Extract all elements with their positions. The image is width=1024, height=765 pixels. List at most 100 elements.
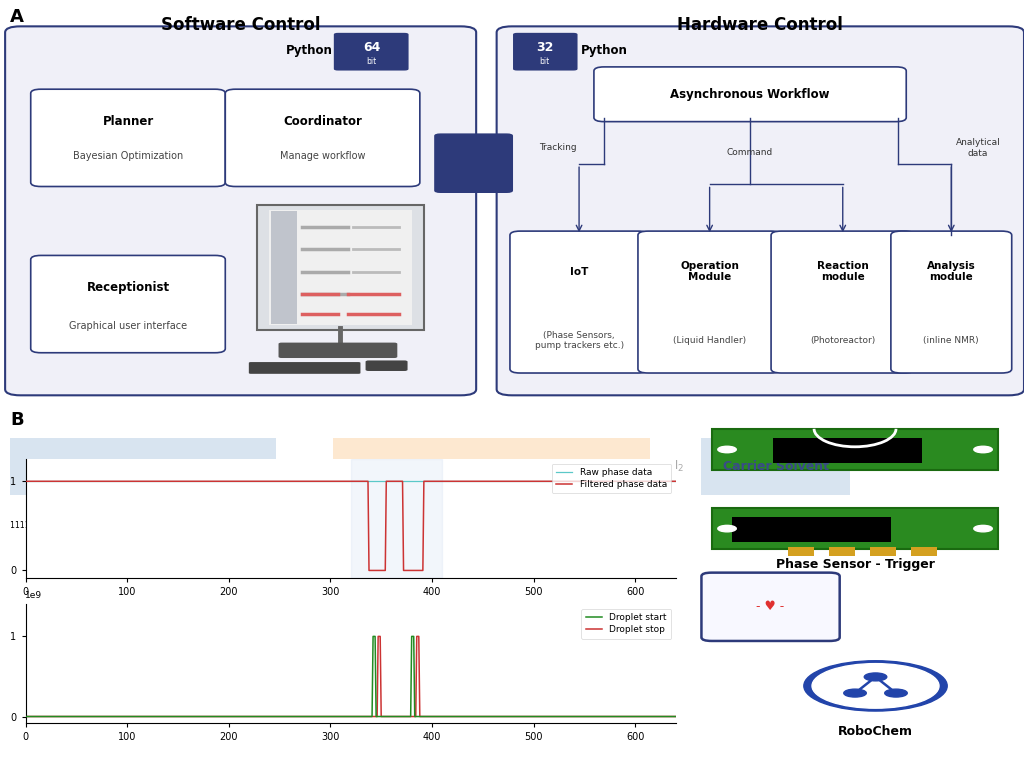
FancyBboxPatch shape bbox=[279, 343, 397, 358]
Filtered phase data bbox=[135, 477, 147, 486]
Filtered phase data bbox=[56, 477, 69, 486]
Bar bbox=[10, 438, 276, 496]
FancyBboxPatch shape bbox=[225, 90, 420, 187]
FancyBboxPatch shape bbox=[366, 360, 408, 371]
Legend: Droplet start, Droplet stop: Droplet start, Droplet stop bbox=[582, 609, 672, 639]
Line: Droplet start: Droplet start bbox=[26, 636, 686, 717]
Raw phase data bbox=[135, 477, 147, 486]
Text: (Photoreactor): (Photoreactor) bbox=[810, 336, 876, 345]
Text: N$_2$: N$_2$ bbox=[297, 459, 312, 474]
Text: Carrier Solvent: Carrier Solvent bbox=[90, 460, 197, 473]
Bar bbox=[350, 459, 442, 578]
Text: 1111111111111111111111111111111 000000000 11111111111111111111111111111111111111: 1111111111111111111111111111111 00000000… bbox=[10, 520, 464, 529]
Text: bit: bit bbox=[367, 57, 377, 66]
Text: Software Control: Software Control bbox=[161, 16, 321, 34]
Text: IoT: IoT bbox=[570, 267, 588, 277]
Droplet stop bbox=[372, 632, 384, 641]
FancyBboxPatch shape bbox=[31, 90, 225, 187]
Text: { JSON }: { JSON } bbox=[469, 137, 479, 187]
Bar bbox=[712, 508, 998, 549]
FancyBboxPatch shape bbox=[434, 133, 513, 193]
Circle shape bbox=[718, 526, 736, 532]
Text: Python: Python bbox=[286, 44, 333, 57]
FancyBboxPatch shape bbox=[510, 231, 648, 373]
FancyBboxPatch shape bbox=[594, 67, 906, 122]
Text: Asynchronous Workflow: Asynchronous Workflow bbox=[670, 87, 829, 100]
Text: 64: 64 bbox=[364, 41, 380, 54]
Text: (Liquid Handler): (Liquid Handler) bbox=[673, 336, 746, 345]
Circle shape bbox=[974, 526, 992, 532]
Droplet stop bbox=[227, 712, 240, 721]
Line: Droplet stop: Droplet stop bbox=[26, 636, 686, 717]
Text: Operation
Module: Operation Module bbox=[680, 261, 739, 282]
Text: A: A bbox=[10, 8, 25, 26]
Text: Bayesian Optimization: Bayesian Optimization bbox=[73, 151, 183, 161]
Bar bbox=[712, 429, 998, 470]
Filtered phase data bbox=[680, 477, 692, 486]
Text: Graphical user interface: Graphical user interface bbox=[69, 321, 187, 331]
Circle shape bbox=[844, 689, 866, 697]
Text: Phase Sensor - Trigger: Phase Sensor - Trigger bbox=[775, 558, 935, 571]
Text: Carrier Solvent: Carrier Solvent bbox=[723, 460, 828, 473]
FancyBboxPatch shape bbox=[891, 231, 1012, 373]
Text: Tracking: Tracking bbox=[540, 144, 577, 152]
FancyBboxPatch shape bbox=[249, 362, 360, 374]
Circle shape bbox=[864, 673, 887, 681]
Droplet start bbox=[227, 712, 240, 721]
Droplet stop bbox=[56, 712, 69, 721]
Text: RoboChem: RoboChem bbox=[838, 725, 913, 738]
Filtered phase data bbox=[155, 477, 167, 486]
FancyBboxPatch shape bbox=[497, 26, 1024, 396]
FancyBboxPatch shape bbox=[271, 211, 297, 324]
Bar bbox=[701, 438, 850, 496]
Droplet start bbox=[367, 632, 379, 641]
Droplet start bbox=[135, 712, 147, 721]
Droplet start bbox=[680, 712, 692, 721]
Bar bbox=[333, 438, 650, 496]
Droplet start bbox=[66, 712, 78, 721]
FancyBboxPatch shape bbox=[31, 256, 225, 353]
Droplet stop bbox=[66, 712, 78, 721]
Text: Coordinator: Coordinator bbox=[283, 116, 362, 128]
Droplet stop bbox=[680, 712, 692, 721]
FancyBboxPatch shape bbox=[269, 210, 412, 325]
Bar bbox=[276, 438, 333, 496]
Text: Analytical
data: Analytical data bbox=[955, 138, 1000, 158]
Bar bbox=[911, 548, 937, 556]
Circle shape bbox=[885, 689, 907, 697]
Droplet stop bbox=[19, 712, 32, 721]
Droplet start bbox=[19, 712, 32, 721]
Droplet stop bbox=[606, 712, 618, 721]
Text: 1e9: 1e9 bbox=[25, 591, 42, 600]
Text: Reaction Slug: Reaction Slug bbox=[443, 460, 540, 473]
Raw phase data bbox=[19, 477, 32, 486]
Line: Filtered phase data: Filtered phase data bbox=[26, 481, 686, 571]
Filtered phase data bbox=[19, 477, 32, 486]
Text: Command: Command bbox=[726, 148, 773, 157]
Bar bbox=[650, 438, 701, 496]
Text: Planner: Planner bbox=[102, 116, 154, 128]
Raw phase data bbox=[66, 477, 78, 486]
Droplet start bbox=[155, 712, 167, 721]
FancyBboxPatch shape bbox=[257, 205, 424, 330]
Droplet stop bbox=[135, 712, 147, 721]
Text: N$_2$: N$_2$ bbox=[668, 459, 684, 474]
Text: - ♥ -: - ♥ - bbox=[756, 600, 784, 613]
FancyBboxPatch shape bbox=[771, 231, 914, 373]
Text: Manage workflow: Manage workflow bbox=[280, 151, 366, 161]
Text: Reaction
module: Reaction module bbox=[817, 261, 868, 282]
Droplet stop bbox=[155, 712, 167, 721]
Text: (Phase Sensors,
pump trackers etc.): (Phase Sensors, pump trackers etc.) bbox=[535, 331, 624, 350]
Filtered phase data bbox=[227, 477, 240, 486]
Raw phase data bbox=[56, 477, 69, 486]
FancyBboxPatch shape bbox=[638, 231, 781, 373]
Bar bbox=[773, 438, 922, 463]
Legend: Raw phase data, Filtered phase data: Raw phase data, Filtered phase data bbox=[552, 464, 672, 493]
Bar bbox=[732, 517, 891, 542]
Text: (inline NMR): (inline NMR) bbox=[924, 336, 979, 345]
Circle shape bbox=[804, 661, 947, 711]
Bar bbox=[788, 548, 814, 556]
FancyBboxPatch shape bbox=[513, 33, 578, 70]
Text: Receptionist: Receptionist bbox=[86, 282, 170, 295]
FancyBboxPatch shape bbox=[334, 33, 409, 70]
